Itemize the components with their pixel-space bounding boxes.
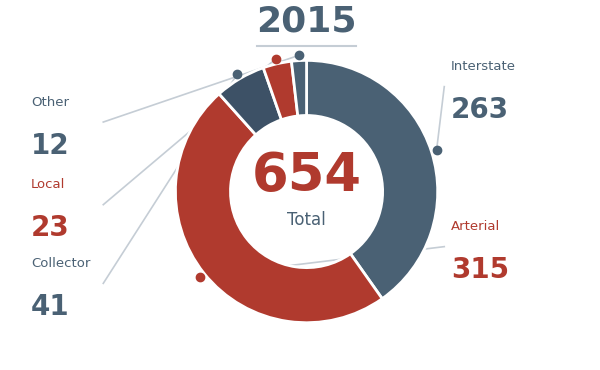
Text: 23: 23 bbox=[31, 214, 70, 242]
Wedge shape bbox=[219, 68, 281, 135]
Text: Other: Other bbox=[31, 96, 69, 109]
Text: Arterial: Arterial bbox=[451, 221, 500, 233]
Text: Collector: Collector bbox=[31, 257, 91, 270]
Wedge shape bbox=[175, 94, 382, 323]
Text: 315: 315 bbox=[451, 256, 509, 284]
Wedge shape bbox=[263, 61, 298, 120]
Text: Local: Local bbox=[31, 178, 65, 192]
Text: 2015: 2015 bbox=[256, 4, 357, 38]
Text: Interstate: Interstate bbox=[451, 60, 516, 74]
Text: 654: 654 bbox=[251, 150, 362, 202]
Text: Total: Total bbox=[287, 211, 326, 229]
Text: 12: 12 bbox=[31, 132, 70, 159]
Wedge shape bbox=[292, 60, 307, 116]
Wedge shape bbox=[307, 60, 438, 299]
Text: 41: 41 bbox=[31, 293, 70, 321]
Text: 263: 263 bbox=[451, 96, 509, 124]
